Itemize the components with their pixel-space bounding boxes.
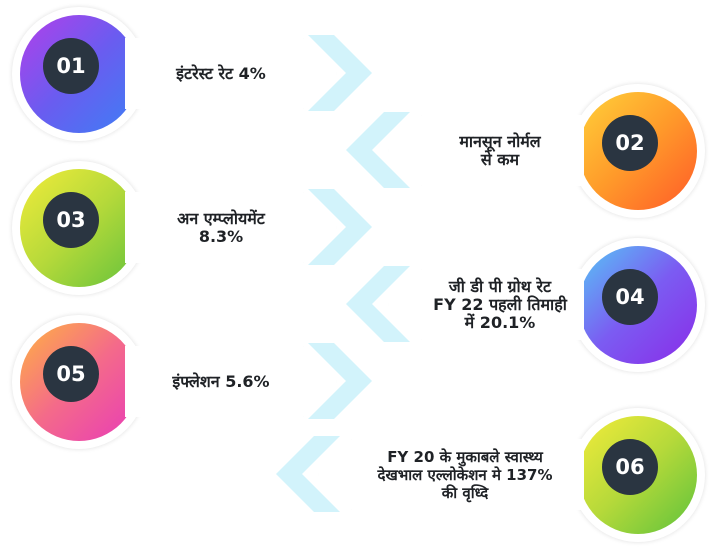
step-6: 06 FY 20 के मुकाबले स्वास्थ्य देखभाल एल्ल… bbox=[0, 401, 720, 551]
step-6-number: 06 bbox=[602, 439, 658, 495]
step-5-badge: 05 bbox=[12, 315, 146, 449]
step-1-badge: 01 bbox=[12, 7, 146, 141]
step-3: 03 अन एम्प्लोयमेंट 8.3% bbox=[0, 154, 720, 304]
step-4-number: 04 bbox=[602, 269, 658, 325]
chevron-left-icon bbox=[346, 112, 410, 188]
chevron-left-icon bbox=[276, 436, 340, 512]
step-3-number: 03 bbox=[43, 192, 99, 248]
step-5-number: 05 bbox=[43, 346, 99, 402]
step-6-label: FY 20 के मुकाबले स्वास्थ्य देखभाल एल्लोके… bbox=[318, 439, 584, 510]
step-6-badge: 06 bbox=[571, 408, 705, 542]
step-2-label: मानसून नोर्मल से कम bbox=[388, 115, 584, 186]
chevron-right-icon bbox=[308, 343, 372, 419]
step-2: 02 मानसून नोर्मल से कम bbox=[0, 77, 720, 227]
step-4: 04 जी डी पी ग्रोथ रेट FY 22 पहली तिमाही मे… bbox=[0, 231, 720, 381]
step-1: 01 इंटरेस्ट रेट 4% bbox=[0, 0, 720, 150]
chevron-right-icon bbox=[308, 35, 372, 111]
chevron-left-icon bbox=[346, 266, 410, 342]
step-3-label: अन एम्प्लोयमेंट 8.3% bbox=[125, 192, 337, 263]
step-2-badge: 02 bbox=[571, 84, 705, 218]
step-2-number: 02 bbox=[602, 115, 658, 171]
step-3-badge: 03 bbox=[12, 161, 146, 295]
step-1-number: 01 bbox=[43, 38, 99, 94]
step-1-label: इंटरेस्ट रेट 4% bbox=[125, 38, 337, 109]
step-5-label: इंफ्लेशन 5.6% bbox=[125, 346, 337, 417]
step-4-label: जी डी पी ग्रोथ रेट FY 22 पहली तिमाही में 2… bbox=[388, 269, 584, 340]
step-4-badge: 04 bbox=[571, 238, 705, 372]
step-5: 05 इंफ्लेशन 5.6% bbox=[0, 308, 720, 458]
chevron-right-icon bbox=[308, 189, 372, 265]
